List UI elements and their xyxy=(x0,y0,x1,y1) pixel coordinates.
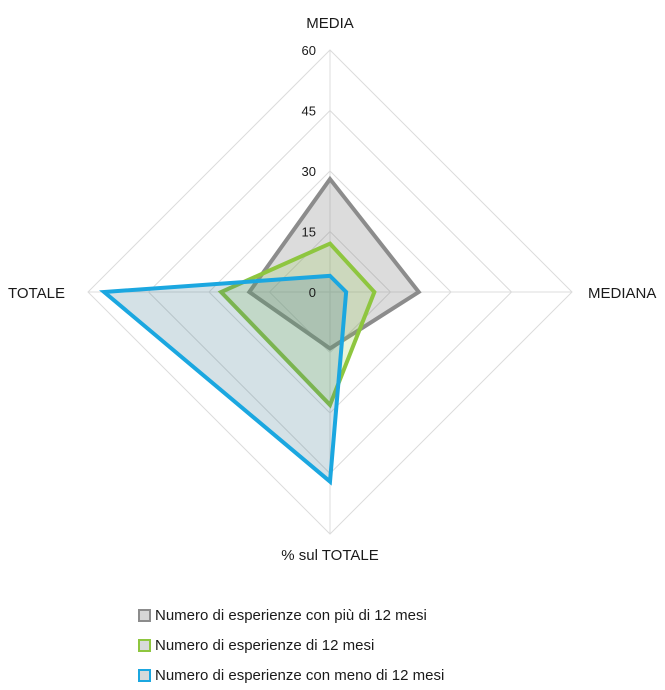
tick-label-15: 15 xyxy=(302,225,316,240)
tick-label-45: 45 xyxy=(302,104,316,119)
axis-label-2: % sul TOTALE xyxy=(281,547,379,564)
radar-labels: 0 15 30 45 60 MEDIA MEDIANA % sul TOTALE TOTALE xyxy=(8,15,656,564)
legend-swatch xyxy=(138,668,151,682)
axis-label-1: MEDIANA xyxy=(588,285,656,302)
tick-label-60: 60 xyxy=(302,43,316,58)
legend-label: Numero di esperienze con meno di 12 mesi xyxy=(155,666,445,684)
radar-series xyxy=(99,175,422,486)
legend-item: Numero di esperienze con meno di 12 mesi xyxy=(138,660,444,690)
legend-swatch xyxy=(138,638,151,652)
legend-item: Numero di esperienze di 12 mesi xyxy=(138,630,444,660)
axis-label-0: MEDIA xyxy=(306,15,354,32)
legend-swatch xyxy=(138,608,151,622)
chart-legend: Numero di esperienze con più di 12 mesi N… xyxy=(138,600,444,690)
legend-item: Numero di esperienze con più di 12 mesi xyxy=(138,600,444,630)
axis-label-3: TOTALE xyxy=(8,285,65,302)
radar-chart: 0 15 30 45 60 MEDIA MEDIANA % sul TOTALE TOTALE xyxy=(8,15,656,564)
tick-label-30: 30 xyxy=(302,164,316,179)
legend-label: Numero di esperienze con più di 12 mesi xyxy=(155,606,427,624)
series-0-polygon xyxy=(246,175,422,351)
tick-label-0: 0 xyxy=(309,285,316,300)
series-2-polygon xyxy=(99,273,349,486)
legend-label: Numero di esperienze di 12 mesi xyxy=(155,636,375,654)
